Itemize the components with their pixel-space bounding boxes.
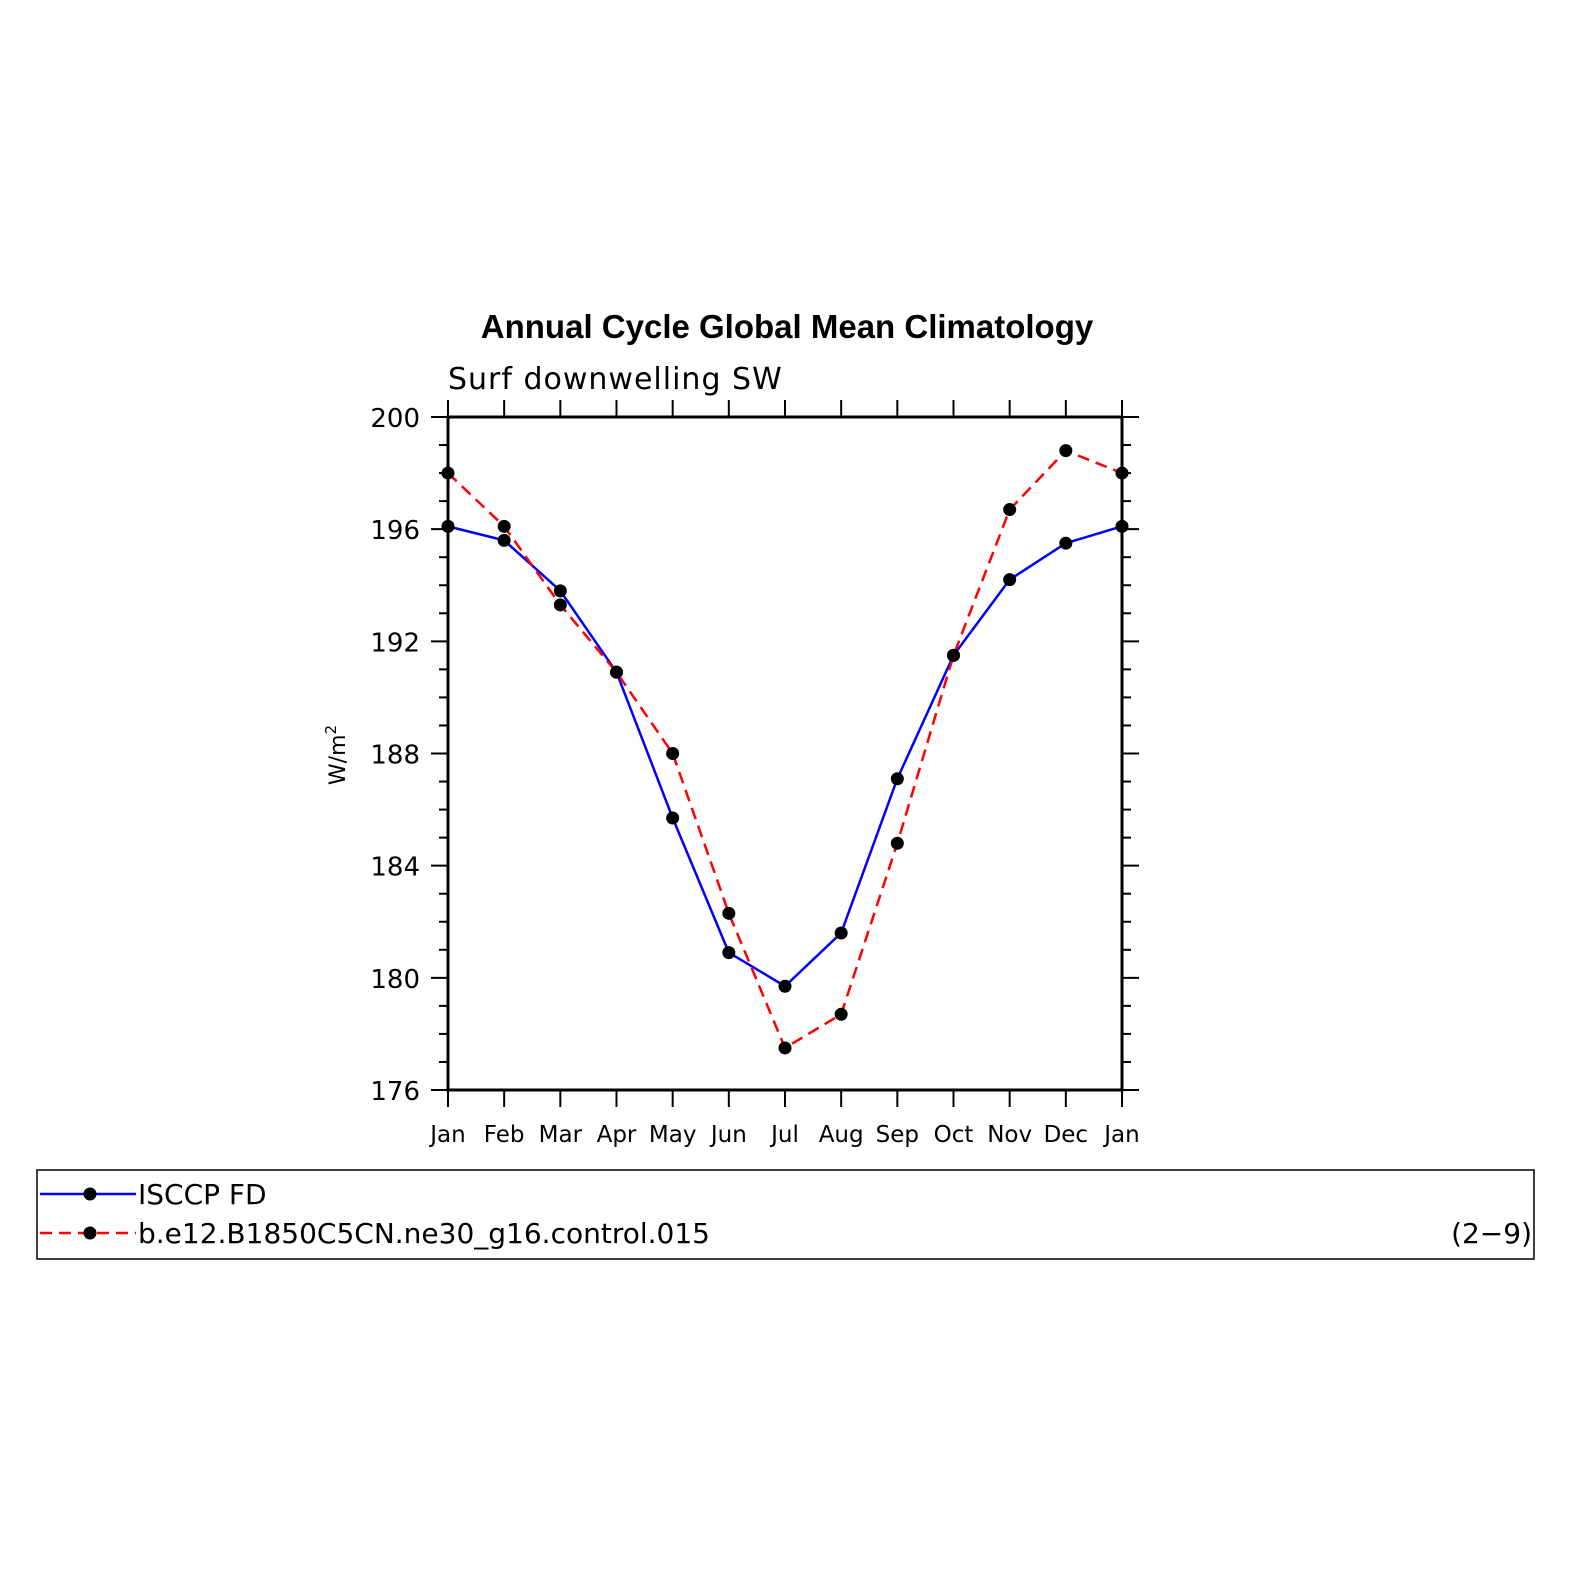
data-point xyxy=(610,665,623,679)
legend-box xyxy=(36,1169,1535,1260)
x-tick-label: Dec xyxy=(1044,1122,1089,1148)
data-point xyxy=(553,598,567,612)
chart-title: Annual Cycle Global Mean Climatology xyxy=(481,308,1094,345)
data-point xyxy=(834,926,848,940)
data-point xyxy=(497,519,511,533)
data-point xyxy=(666,811,680,825)
data-point xyxy=(778,979,792,993)
x-axis-tick-labels: Jan Feb Mar Apr May Jun Jul Aug Sep Oct Nov Dec Jan xyxy=(428,1122,1139,1148)
chart-subtitle: Surf downwelling SW xyxy=(448,362,783,397)
series-line xyxy=(447,449,1123,1050)
x-tick-label: Nov xyxy=(987,1122,1032,1148)
x-tick-label: Feb xyxy=(484,1122,525,1148)
svg-text:W/m2: W/m2 xyxy=(322,725,351,785)
data-point xyxy=(947,648,960,662)
data-point xyxy=(1059,444,1073,458)
x-tick-label: Jan xyxy=(1102,1122,1139,1148)
y-axis-tick-labels: 176 180 184 188 192 196 200 xyxy=(370,404,420,1107)
data-point xyxy=(441,466,455,480)
x-tick-label: Jun xyxy=(709,1122,747,1148)
y-tick-label: 188 xyxy=(370,741,420,771)
data-point xyxy=(890,772,904,786)
y-tick-label: 176 xyxy=(370,1077,420,1107)
data-point xyxy=(666,747,680,760)
y-tick-label: 200 xyxy=(370,404,420,434)
y-tick-label: 196 xyxy=(370,516,420,546)
data-point xyxy=(1003,573,1017,587)
x-tick-label: Jan xyxy=(428,1122,465,1148)
data-point xyxy=(441,519,455,533)
y-tick-label: 180 xyxy=(370,965,420,995)
y-axis-title-text: W/m xyxy=(326,734,351,785)
data-point xyxy=(778,1041,792,1055)
legend-marker xyxy=(83,1226,97,1240)
x-tick-label: May xyxy=(649,1122,697,1148)
y-axis-title-superscript: 2 xyxy=(322,725,340,735)
axis-ticks xyxy=(431,400,1139,1107)
data-point xyxy=(1003,503,1017,517)
data-point xyxy=(553,584,567,598)
data-point xyxy=(890,836,904,850)
x-tick-label: Sep xyxy=(876,1122,919,1148)
y-tick-label: 192 xyxy=(370,628,420,658)
series-2 xyxy=(441,444,1129,1055)
legend-item-2: b.e12.B1850C5CN.ne30_g16.control.015 xyxy=(40,1217,710,1250)
data-point xyxy=(497,533,511,547)
legend: ISCCP FD b.e12.B1850C5CN.ne30_g16.control… xyxy=(40,1178,710,1250)
y-tick-label: 184 xyxy=(370,853,420,883)
series-1 xyxy=(441,519,1129,993)
x-tick-label: Mar xyxy=(539,1122,583,1148)
data-point xyxy=(722,906,736,920)
data-point xyxy=(1059,536,1073,550)
panel-annotation: (2−9) xyxy=(1451,1217,1532,1250)
legend-item-1: ISCCP FD xyxy=(40,1178,267,1211)
series-line xyxy=(447,525,1123,988)
data-point xyxy=(834,1007,848,1021)
x-tick-label: Jul xyxy=(769,1122,799,1148)
series-group xyxy=(441,444,1129,1055)
legend-marker xyxy=(83,1187,97,1201)
y-axis-title: W/m2 xyxy=(322,725,351,785)
x-tick-label: Apr xyxy=(597,1122,637,1148)
data-point xyxy=(722,946,736,960)
x-tick-label: Oct xyxy=(934,1122,974,1148)
x-tick-label: Aug xyxy=(819,1122,864,1148)
legend-label: b.e12.B1850C5CN.ne30_g16.control.015 xyxy=(138,1217,710,1250)
data-point xyxy=(1115,519,1129,533)
legend-label: ISCCP FD xyxy=(138,1178,267,1211)
data-point xyxy=(1115,466,1129,480)
